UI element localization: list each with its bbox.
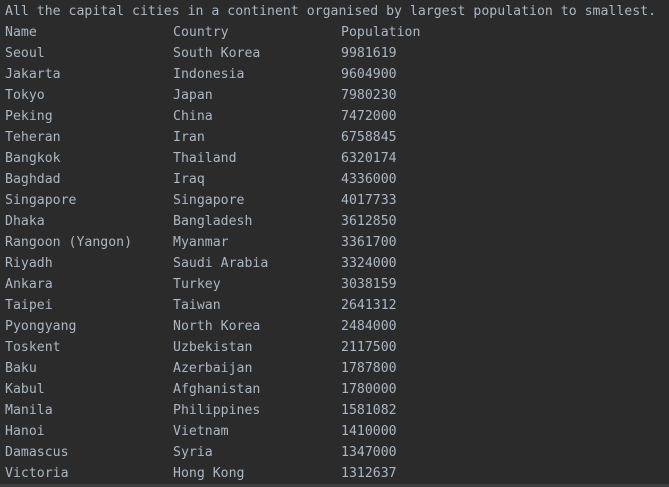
country-cell: Uzbekistan [173,340,253,355]
country-cell: South Korea [173,46,261,61]
population-cell: 1347000 [341,445,397,460]
city-name-cell: Singapore [5,193,77,208]
country-cell: Azerbaijan [173,361,253,376]
table-row: Jakarta Indonesia 9604900 [5,64,669,85]
city-name-cell: Victoria [5,466,69,481]
column-header-country: Country [173,25,229,40]
city-name-cell: Damascus [5,445,69,460]
population-cell: 6320174 [341,151,397,166]
table-row: Tokyo Japan 7980230 [5,85,669,106]
country-cell: Afghanistan [173,382,261,397]
table-row: Rangoon (Yangon) Myanmar 3361700 [5,232,669,253]
country-cell: North Korea [173,319,261,334]
table-row: Teheran Iran 6758845 [5,127,669,148]
column-header-name: Name [5,25,37,40]
population-cell: 9981619 [341,46,397,61]
table-row: Ankara Turkey 3038159 [5,274,669,295]
city-name-cell: Riyadh [5,256,53,271]
population-cell: 7472000 [341,109,397,124]
city-name-cell: Seoul [5,46,45,61]
city-name-cell: Jakarta [5,67,61,82]
city-name-cell: Tokyo [5,88,45,103]
city-name-cell: Pyongyang [5,319,77,334]
panel-bottom-border [0,484,669,487]
country-cell: Hong Kong [173,466,245,481]
country-cell: Turkey [173,277,221,292]
population-cell: 1780000 [341,382,397,397]
city-name-cell: Baghdad [5,172,61,187]
country-cell: Vietnam [173,424,229,439]
city-name-cell: Kabul [5,382,45,397]
population-cell: 2641312 [341,298,397,313]
table-row: Damascus Syria 1347000 [5,442,669,463]
city-name-cell: Taipei [5,298,53,313]
table-row: Bangkok Thailand 6320174 [5,148,669,169]
country-cell: Iran [173,130,205,145]
population-cell: 2484000 [341,319,397,334]
table-row: Singapore Singapore 4017733 [5,190,669,211]
city-name-cell: Baku [5,361,37,376]
country-cell: Indonesia [173,67,245,82]
population-cell: 3038159 [341,277,397,292]
population-cell: 4336000 [341,172,397,187]
country-cell: Japan [173,88,213,103]
table-row: Hanoi Vietnam 1410000 [5,421,669,442]
population-cell: 9604900 [341,67,397,82]
table-row: Toskent Uzbekistan 2117500 [5,337,669,358]
country-cell: Myanmar [173,235,229,250]
population-cell: 3324000 [341,256,397,271]
table-row: Manila Philippines 1581082 [5,400,669,421]
country-cell: Saudi Arabia [173,256,269,271]
city-name-cell: Hanoi [5,424,45,439]
city-name-cell: Bangkok [5,151,61,166]
table-row: Riyadh Saudi Arabia 3324000 [5,253,669,274]
table-row: Baku Azerbaijan 1787800 [5,358,669,379]
country-cell: Singapore [173,193,245,208]
population-cell: 1312637 [341,466,397,481]
city-name-cell: Ankara [5,277,53,292]
city-name-cell: Rangoon (Yangon) [5,235,133,250]
country-cell: Iraq [173,172,205,187]
output-heading: All the capital cities in a continent or… [5,4,657,19]
table-row: Taipei Taiwan 2641312 [5,295,669,316]
table-body: Seoul South Korea 9981619 Jakarta Indonesia 9… [5,43,669,484]
population-cell: 1787800 [341,361,397,376]
table-row: Baghdad Iraq 4336000 [5,169,669,190]
population-cell: 6758845 [341,130,397,145]
city-name-cell: Toskent [5,340,61,355]
population-cell: 4017733 [341,193,397,208]
city-name-cell: Manila [5,403,53,418]
population-cell: 3361700 [341,235,397,250]
column-header-population: Population [341,25,421,40]
country-cell: Bangladesh [173,214,253,229]
table-row: Pyongyang North Korea 2484000 [5,316,669,337]
country-cell: Taiwan [173,298,221,313]
table-header-row: Name Country Population [5,22,669,43]
country-cell: Philippines [173,403,261,418]
population-cell: 7980230 [341,88,397,103]
population-cell: 3612850 [341,214,397,229]
city-name-cell: Peking [5,109,53,124]
table-row: Kabul Afghanistan 1780000 [5,379,669,400]
table-row: Victoria Hong Kong 1312637 [5,463,669,484]
country-cell: China [173,109,213,124]
city-name-cell: Teheran [5,130,61,145]
population-cell: 2117500 [341,340,397,355]
country-cell: Syria [173,445,213,460]
population-cell: 1581082 [341,403,397,418]
table-row: Seoul South Korea 9981619 [5,43,669,64]
city-name-cell: Dhaka [5,214,45,229]
table-row: Dhaka Bangladesh 3612850 [5,211,669,232]
table-row: Peking China 7472000 [5,106,669,127]
population-cell: 1410000 [341,424,397,439]
country-cell: Thailand [173,151,237,166]
